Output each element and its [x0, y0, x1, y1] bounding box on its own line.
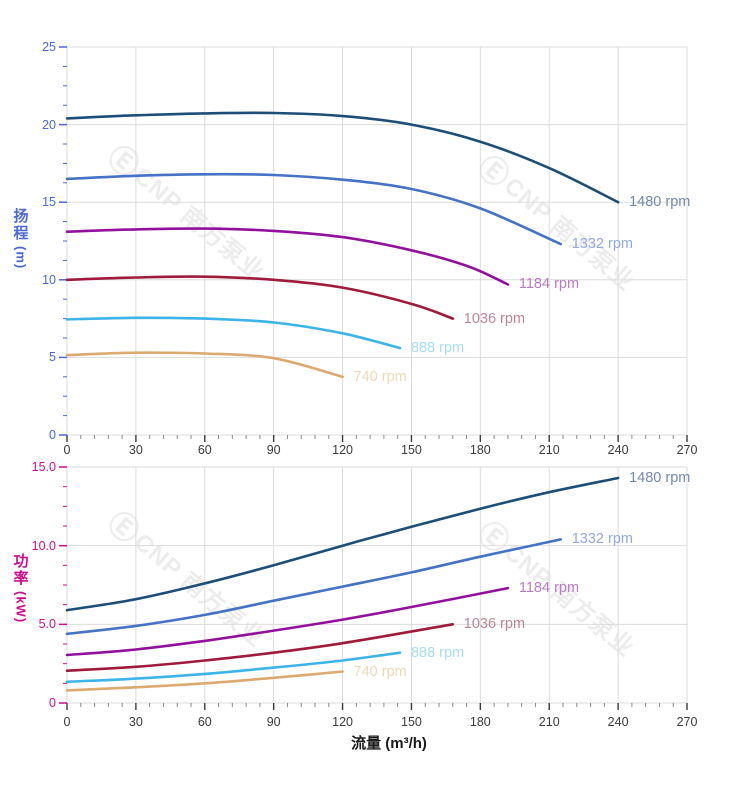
x-tick-label: 240: [607, 443, 629, 457]
x-tick-label: 90: [266, 715, 281, 729]
x-tick-label: 30: [128, 715, 143, 729]
x-tick-label: 210: [538, 715, 560, 729]
x-tick-label: 150: [401, 443, 422, 457]
x-tick-label: 120: [332, 715, 353, 729]
flow-axis-title: 流量 (m³/h): [351, 735, 427, 752]
y-tick-label: 15: [42, 195, 56, 210]
y-tick-label: 20: [42, 117, 56, 132]
series-label-888-rpm: 888 rpm: [410, 340, 465, 357]
curve-1036-rpm: [65, 623, 455, 672]
power-axis-unit: (kW): [13, 591, 29, 624]
x-tick-label: 90: [266, 443, 281, 457]
x-tick-label: 270: [676, 443, 698, 457]
x-tick-label: 150: [401, 715, 422, 729]
curve-1184-rpm: [65, 586, 510, 657]
series-label-888-rpm: 888 rpm: [410, 644, 465, 661]
x-tick-label: 60: [197, 715, 212, 729]
head-axis-unit: (m): [13, 246, 29, 270]
x-tick-label: 180: [469, 443, 491, 457]
curve-888-rpm: [65, 316, 402, 350]
head-axis-title-char: 程: [13, 225, 29, 242]
x-tick-label: 270: [676, 715, 698, 729]
curve-1480-rpm: [65, 476, 620, 612]
y-tick-label: 5: [49, 350, 56, 365]
y-tick-label: 10: [42, 272, 56, 287]
y-tick-label: 0: [49, 696, 56, 710]
series-label-1036-rpm: 1036 rpm: [463, 616, 526, 633]
series-label-1332-rpm: 1332 rpm: [571, 531, 633, 548]
series-label-1480-rpm: 1480 rpm: [629, 470, 691, 486]
y-tick-label: 10.0: [31, 538, 56, 553]
x-tick-label: 120: [332, 443, 353, 457]
y-tick-label: 0: [49, 428, 56, 442]
x-tick-label: 0: [63, 443, 71, 457]
x-tick-label: 240: [607, 715, 629, 729]
curve-1036-rpm: [65, 275, 455, 320]
series-label-1480-rpm: 1480 rpm: [629, 194, 691, 211]
x-tick-label: 60: [197, 443, 212, 457]
y-tick-label: 15.0: [31, 460, 56, 474]
power-axis-title-char: 功: [13, 553, 29, 570]
y-tick-label: 25: [42, 40, 56, 54]
head-axis-title: 扬 程 (m): [8, 208, 34, 269]
series-label-740-rpm: 740 rpm: [353, 663, 407, 680]
x-tick-label: 30: [128, 443, 143, 457]
curve-1332-rpm: [65, 538, 562, 636]
x-tick-label: 210: [538, 443, 560, 457]
power-axis-title: 功 率 (kW): [8, 553, 34, 623]
curve-740-rpm: [65, 670, 344, 692]
curve-1184-rpm: [65, 227, 510, 286]
y-tick-label: 5.0: [38, 617, 56, 632]
curve-740-rpm: [65, 351, 344, 379]
curve-1332-rpm: [65, 172, 562, 246]
series-label-1184-rpm: 1184 rpm: [518, 580, 580, 597]
curve-888-rpm: [65, 651, 402, 684]
x-tick-label: 180: [469, 715, 491, 729]
head-axis-title-char: 扬: [13, 208, 29, 225]
x-tick-label: 0: [63, 715, 71, 729]
power-axis-title-char: 率: [13, 570, 29, 587]
curve-1480-rpm: [65, 111, 620, 204]
series-label-1332-rpm: 1332 rpm: [571, 236, 633, 253]
series-label-740-rpm: 740 rpm: [353, 368, 407, 385]
series-label-1036-rpm: 1036 rpm: [463, 310, 526, 327]
series-label-1184-rpm: 1184 rpm: [518, 276, 580, 293]
